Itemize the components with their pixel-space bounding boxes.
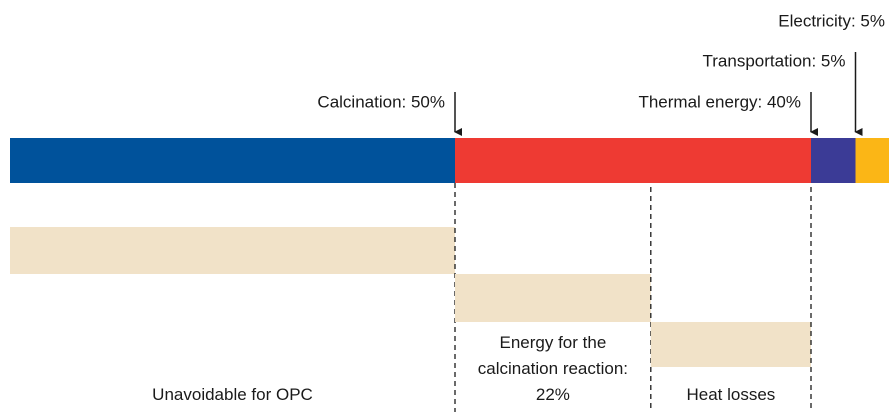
segment-label: Transportation: 5% — [703, 51, 846, 70]
breakdown-bar — [650, 322, 811, 367]
bar-segment — [10, 138, 455, 183]
breakdown-label: Unavoidable for OPC — [152, 385, 313, 404]
segment-label: Calcination: 50% — [317, 92, 445, 111]
breakdown-bar — [455, 274, 651, 322]
breakdown-label: Heat losses — [686, 385, 776, 404]
bar-segment — [855, 138, 889, 183]
segment-label: Thermal energy: 40% — [638, 92, 801, 111]
breakdown-bar — [10, 227, 455, 274]
segment-label: Electricity: 5% — [778, 11, 885, 30]
breakdown-label: Energy for the calcination reaction: 22% — [477, 333, 629, 404]
bar-segment — [455, 138, 811, 183]
bar-segment — [811, 138, 856, 183]
